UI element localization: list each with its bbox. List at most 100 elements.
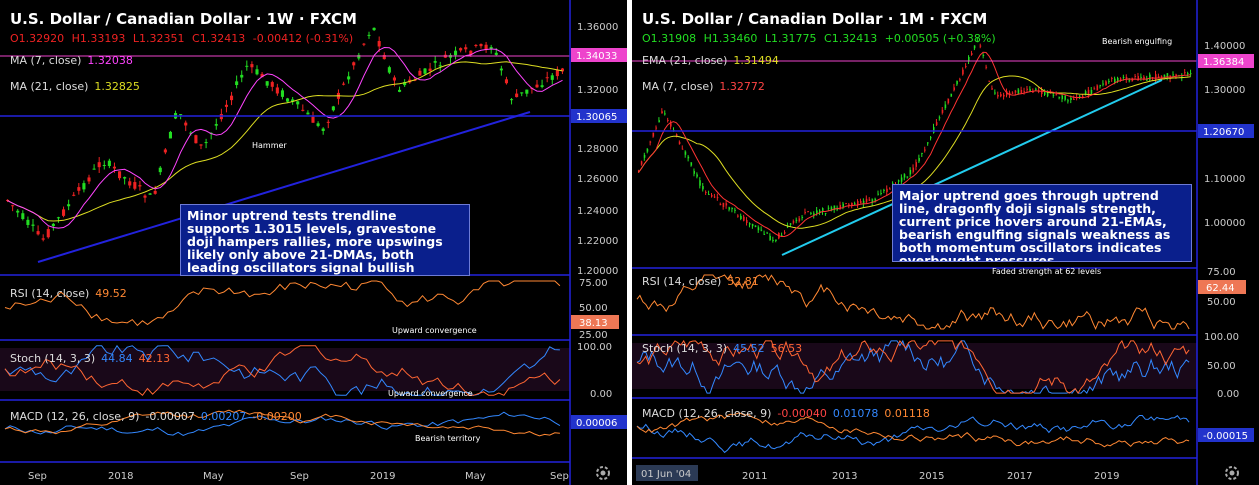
candle <box>950 93 953 97</box>
price-tick: 1.10000 <box>1204 174 1245 185</box>
candle <box>1114 78 1116 83</box>
candle <box>46 229 50 238</box>
candle <box>1163 74 1166 79</box>
candle <box>699 180 701 186</box>
settings-gear-icon[interactable] <box>596 466 610 480</box>
ohlc-readout: O1.31908 H1.33460 L1.31775 C1.32413 +0.0… <box>642 32 996 45</box>
candle <box>398 89 402 92</box>
ma-slow-legend: MA (21, close) 1.32825 <box>10 80 140 93</box>
candle <box>854 203 856 205</box>
candle <box>510 99 514 101</box>
candle <box>880 193 882 195</box>
overlays <box>0 46 570 437</box>
candle <box>772 239 774 241</box>
candle <box>1125 76 1128 80</box>
candle <box>291 99 295 102</box>
candle <box>352 62 356 66</box>
macd-line <box>636 415 1190 454</box>
macd-legend: MACD (12, 26, close, 9) -0.00007 0.00207 -0… <box>10 410 302 423</box>
candle <box>469 50 473 55</box>
x-tick: 2019 <box>370 471 395 482</box>
candle <box>77 187 81 191</box>
date-tag-text: 01 Jun '04 <box>641 469 691 480</box>
candle <box>935 122 938 126</box>
candle <box>102 164 106 166</box>
price-tag-blue <box>1198 124 1254 138</box>
price-tick: 1.24000 <box>577 206 618 217</box>
price-tag-blue-text: 1.30065 <box>576 112 617 123</box>
candle <box>661 111 663 114</box>
candle <box>1187 73 1189 75</box>
candle <box>1064 95 1066 100</box>
candle <box>678 141 681 145</box>
stoch-legend: Stoch (14, 3, 3) 45.52 56.53 <box>642 342 802 355</box>
candle <box>827 207 830 209</box>
candle <box>725 203 728 206</box>
candle <box>245 65 249 67</box>
candle <box>311 116 315 123</box>
candle <box>367 34 371 36</box>
candle <box>36 231 40 235</box>
candle <box>874 198 877 201</box>
candle <box>199 144 203 146</box>
rsi-tag-text: 62.44 <box>1206 283 1235 294</box>
candles <box>6 27 564 242</box>
candle <box>930 137 932 139</box>
candle <box>296 101 300 105</box>
price-tick: 1.32000 <box>577 85 618 96</box>
candle <box>6 199 10 201</box>
ohlc-readout: O1.32920 H1.33193 L1.32351 C1.32413 -0.0… <box>10 32 353 45</box>
candle <box>740 215 742 219</box>
macd-line <box>4 411 561 436</box>
candle <box>749 223 751 225</box>
candle <box>1046 92 1049 97</box>
candle <box>499 68 503 71</box>
candle <box>321 128 325 131</box>
candle <box>525 89 529 94</box>
candle <box>1055 94 1058 96</box>
candle <box>813 213 815 216</box>
settings-gear-icon[interactable] <box>1225 466 1239 480</box>
candle <box>280 90 284 97</box>
candle <box>240 74 244 78</box>
rsi-legend: RSI (14, close) 49.52 <box>10 287 127 300</box>
candle <box>87 177 91 182</box>
candle <box>545 77 549 79</box>
stoch-tick: 0.00 <box>1217 389 1239 400</box>
candle <box>306 112 310 115</box>
candle <box>860 200 862 204</box>
candle <box>331 106 335 111</box>
analysis-note: Minor uptrend tests trendline supports 1… <box>180 204 470 276</box>
candle <box>1102 83 1104 85</box>
candle <box>1017 89 1020 94</box>
candle <box>301 109 305 111</box>
candle <box>1082 95 1084 99</box>
candle <box>985 66 988 68</box>
candle <box>822 208 824 212</box>
monthly-chart-svg: U.S. Dollar / Canadian Dollar · 1M · FXC… <box>632 0 1254 485</box>
candle <box>897 180 900 182</box>
candle <box>927 142 929 144</box>
candle <box>459 48 463 51</box>
candle <box>1160 75 1163 80</box>
candle <box>235 81 239 86</box>
candle <box>997 94 999 97</box>
candle <box>1008 92 1011 95</box>
candle <box>270 82 274 87</box>
candle <box>845 203 847 205</box>
x-tick: May <box>465 471 486 482</box>
candle <box>138 185 142 187</box>
candle <box>664 113 666 115</box>
candle <box>494 52 498 55</box>
candle <box>504 79 508 84</box>
analysis-note: Major uptrend goes through uptrend line,… <box>892 184 1192 262</box>
uptrend-line <box>37 111 531 263</box>
candle <box>833 205 836 211</box>
candle <box>550 75 554 80</box>
candle <box>1026 88 1028 90</box>
candle <box>168 131 172 139</box>
rsi-tick: 50.00 <box>1207 297 1236 308</box>
macd-tag <box>1198 428 1254 442</box>
candle <box>702 186 704 190</box>
candle <box>988 80 991 82</box>
